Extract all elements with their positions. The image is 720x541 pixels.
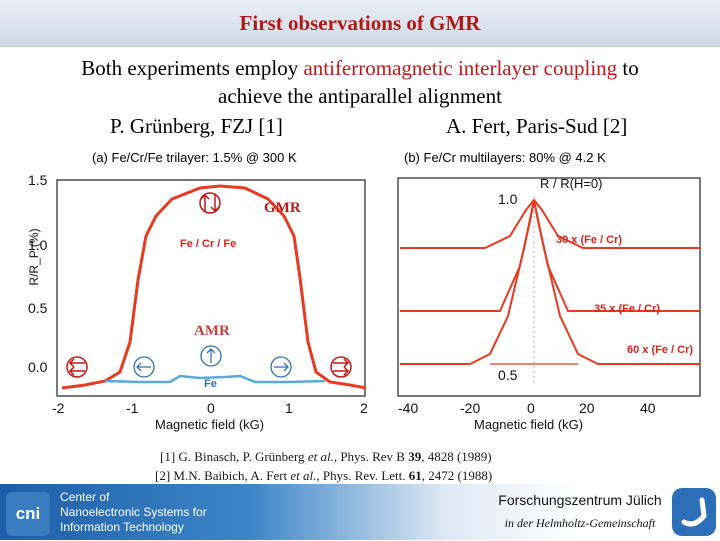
ref1-volume: 39 [408, 449, 422, 464]
ref2-etal: et al. [290, 468, 317, 483]
ref1-etal: et al. [307, 449, 334, 464]
antiparallel-arrows-icon [200, 193, 220, 213]
gmr-curve [61, 184, 367, 390]
intro-line-2: achieve the antiparallel alignment [218, 84, 502, 108]
curve-30x [400, 198, 700, 249]
curve-label-60x: 60 x (Fe / Cr) [627, 344, 694, 356]
curve-35x [400, 199, 700, 312]
panel-b-ytick: 0.5 [498, 367, 518, 383]
parallel-right-arrows-icon [333, 358, 350, 376]
curve-label-30x: 30 x (Fe / Cr) [556, 234, 623, 246]
ref2-journal: , Phys. Rev. Lett. [316, 468, 409, 483]
center-line-2: Nanoelectronic Systems for [60, 505, 207, 519]
amr-right-icon [270, 356, 292, 378]
panel-a-ytick: 0.0 [28, 359, 48, 375]
intro-text-pre: Both experiments employ [81, 56, 304, 80]
fe-label: Fe [204, 378, 217, 390]
panel-a-xtick: -1 [126, 400, 139, 416]
parallel-left-icon [66, 356, 88, 378]
amr-curve [104, 374, 326, 384]
ref2-volume: 61 [408, 468, 422, 483]
ref2-pages: , 2472 (1988) [421, 468, 493, 483]
panel-b-ytick: 1.0 [498, 191, 518, 207]
amr-up-icon [200, 345, 222, 367]
curve-60x [400, 199, 700, 365]
panel-a-ylabel: R/R_P (%) [27, 228, 41, 286]
amr-right-arrow-icon [274, 362, 289, 372]
footer-bar [0, 484, 720, 540]
panel-a-xtick: 2 [360, 400, 368, 416]
amr-left-icon [133, 356, 155, 378]
intro-highlight: antiferromagnetic interlayer coupling [303, 56, 618, 80]
panel-b-chart [397, 177, 701, 397]
title-bar [0, 0, 720, 47]
fzj-logo [672, 488, 716, 536]
panel-a-xlabel: Magnetic field (kG) [155, 417, 265, 432]
panel-b-title: (b) Fe/Cr multilayers: 80% @ 4.2 K [404, 150, 606, 165]
parallel-left-arrows-icon [68, 358, 85, 376]
ref1-journal: , Phys. Rev B [333, 449, 409, 464]
panel-a-ytick: 0.5 [28, 300, 48, 316]
reference-2: [2] M.N. Baibich, A. Fert et al., Phys. … [155, 468, 492, 484]
fzj-logo-icon [681, 497, 707, 527]
amr-up-arrow-icon [206, 348, 216, 363]
amr-label: AMR [194, 323, 230, 339]
panel-b-xtick: 40 [640, 400, 656, 416]
panel-a-ytick: 1.0 [28, 237, 48, 253]
panel-a-frame [56, 179, 366, 397]
gmr-label: GMR [264, 200, 301, 216]
helmholtz-text: in der Helmholtz-Gemeinschaft [504, 516, 656, 530]
author-right: A. Fert, Paris-Sud [2] [446, 114, 628, 138]
ref2-authors: [2] M.N. Baibich, A. Fert [155, 468, 291, 483]
center-line-1: Center of [60, 490, 110, 504]
panel-b-xtick: 20 [579, 400, 595, 416]
panel-a-ytick: 1.5 [28, 172, 48, 188]
panel-a-title: (a) Fe/Cr/Fe trilayer: 1.5% @ 300 K [92, 150, 297, 165]
panel-b-frame [397, 177, 701, 397]
panel-a-xtick: 0 [207, 400, 215, 416]
parallel-right-icon [330, 356, 352, 378]
panel-b-xtick: -40 [398, 400, 419, 416]
reference-1: [1] G. Binasch, P. Grünberg et al., Phys… [160, 449, 492, 465]
panel-b-xtick: -20 [460, 400, 481, 416]
panel-b-xlabel: Magnetic field (kG) [474, 417, 584, 432]
layer-label: Fe / Cr / Fe [180, 238, 237, 250]
intro-line-1: Both experiments employ antiferromagneti… [0, 56, 720, 81]
panel-a-chart [56, 179, 367, 397]
slide-title: First observations of GMR [239, 11, 481, 35]
antiparallel-icon [199, 192, 221, 214]
panel-b-xtick: 0 [527, 400, 535, 416]
panel-b-ylabel: R / R(H=0) [540, 176, 603, 191]
panel-a-xtick: 1 [285, 400, 293, 416]
panel-a-xtick: -2 [52, 400, 65, 416]
ref1-authors: [1] G. Binasch, P. Grünberg [160, 449, 308, 464]
ref1-pages: , 4828 (1989) [421, 449, 492, 464]
author-left: P. Grünberg, FZJ [1] [110, 114, 283, 138]
center-line-3: Information Technology [60, 520, 184, 534]
cni-logo: cni [6, 492, 50, 536]
curve-label-35x: 35 x (Fe / Cr) [594, 303, 661, 315]
fzj-name: Forschungszentrum Jülich [498, 492, 662, 508]
intro-text-post: to [617, 56, 639, 80]
amr-left-arrow-icon [136, 362, 151, 372]
